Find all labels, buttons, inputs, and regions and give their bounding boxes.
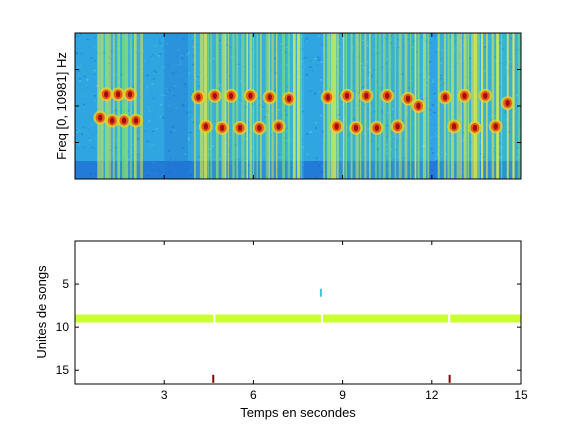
bird-call (117, 113, 132, 128)
bird-call (271, 119, 286, 134)
unit-segment (322, 314, 449, 323)
bird-call (457, 88, 472, 103)
unit-segment (450, 314, 521, 323)
x-tick-label: 12 (425, 388, 439, 402)
x-tick-label: 15 (514, 388, 528, 402)
spectrogram-ylabel: Freq [0, 10981] Hz (54, 52, 69, 160)
song-units-ylabel: Unites de songs (34, 265, 49, 359)
bird-call (478, 88, 493, 103)
unit-mark (448, 374, 451, 383)
bird-call (390, 119, 405, 134)
unit-mark (212, 374, 215, 383)
bird-call (467, 120, 482, 135)
bird-call (380, 88, 395, 103)
song-segment (323, 33, 430, 179)
bird-call (128, 113, 143, 128)
bird-call (438, 90, 453, 105)
bird-call (282, 91, 297, 106)
x-tick-label: 6 (250, 388, 257, 402)
bird-call (233, 120, 248, 135)
unit-mark (319, 288, 322, 297)
bird-call (262, 90, 277, 105)
x-tick-label: 3 (161, 388, 168, 402)
bird-call (401, 91, 416, 106)
bird-call (111, 87, 126, 102)
bird-call (93, 110, 108, 125)
y-tick-label: 10 (56, 320, 70, 334)
song-segment (437, 33, 521, 179)
song-units-panel: 3 6 9 12 15 5 10 15 Temps en secondes Unites de… (34, 240, 528, 420)
quiet-region (164, 33, 188, 179)
bird-call (359, 88, 374, 103)
bird-call (252, 120, 267, 135)
y-tick-label: 5 (62, 277, 69, 291)
bird-call (224, 88, 239, 103)
song-units-xlabel: Temps en secondes (240, 405, 356, 420)
bird-call (99, 87, 114, 102)
bird-call (411, 99, 426, 113)
bird-call (488, 119, 503, 134)
unit-segment (215, 314, 321, 323)
bird-calls (93, 87, 515, 135)
song-units-background (75, 241, 521, 384)
y-tick-label: 15 (56, 363, 70, 377)
bird-call (243, 88, 258, 103)
bird-call (447, 119, 462, 134)
song-units-frame (74, 240, 522, 385)
bird-call (215, 120, 230, 135)
song-segment (97, 33, 143, 179)
bird-call (329, 119, 344, 134)
bird-call (348, 120, 363, 135)
bird-call (320, 90, 335, 105)
bird-call (191, 90, 206, 105)
bird-call (105, 113, 120, 128)
song-segment (193, 33, 304, 179)
bird-call (207, 88, 222, 103)
bird-call (340, 88, 355, 103)
bird-call (369, 120, 384, 135)
spectrogram-panel: Freq [0, 10981] Hz (54, 32, 522, 180)
x-tick-label: 9 (339, 388, 346, 402)
bird-call (500, 96, 515, 111)
bird-call (198, 119, 213, 134)
bird-call (123, 87, 138, 102)
unit-segment (75, 314, 214, 323)
